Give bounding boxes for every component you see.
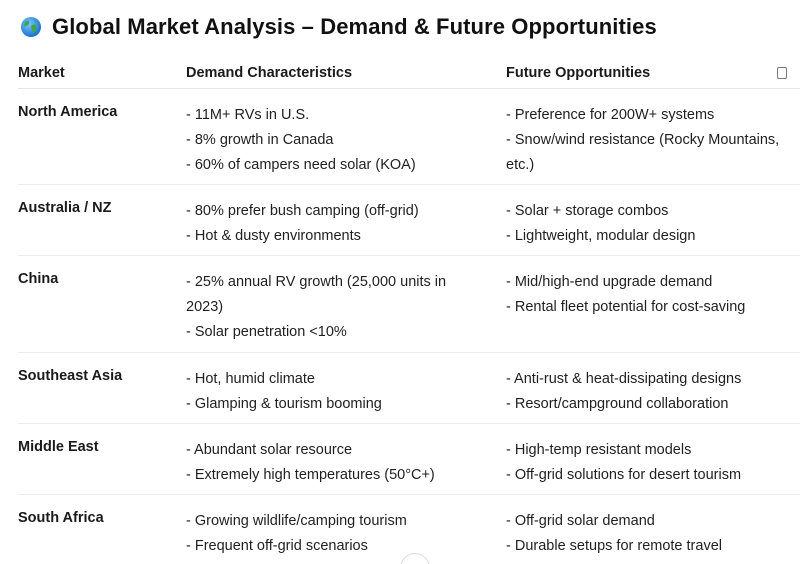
opportunity-line: - Off-grid solar demand xyxy=(506,513,655,529)
title-row: Global Market Analysis – Demand & Future… xyxy=(20,14,657,40)
table-row: Middle East - Abundant solar resource - … xyxy=(18,424,800,495)
demand-line: - 80% prefer bush camping (off-grid) xyxy=(186,203,419,219)
market-name: North America xyxy=(18,104,118,120)
opportunity-line: - High-temp resistant models xyxy=(506,442,692,458)
opportunity-line: - Durable setups for remote travel xyxy=(506,538,722,554)
opportunity-line: - Off-grid solutions for desert tourism xyxy=(506,467,742,483)
demand-line: - Frequent off-grid scenarios xyxy=(186,538,368,554)
opportunity-line: - Mid/high-end upgrade demand xyxy=(506,274,713,290)
demand-line: 2023) xyxy=(186,299,224,315)
opportunities-cell: - Off-grid solar demand - Durable setups… xyxy=(506,509,800,559)
copy-icon[interactable] xyxy=(777,67,787,79)
demand-cell: - Growing wildlife/camping tourism - Fre… xyxy=(186,509,506,559)
market-name: China xyxy=(18,271,59,287)
opportunity-line: etc.) xyxy=(506,157,535,173)
header-market: Market xyxy=(18,65,65,81)
market-table: Market Demand Characteristics Future Opp… xyxy=(18,58,800,564)
demand-cell: - 11M+ RVs in U.S. - 8% growth in Canada… xyxy=(186,103,506,178)
header-future-opportunities: Future Opportunities xyxy=(506,65,651,81)
demand-cell: - Abundant solar resource - Extremely hi… xyxy=(186,438,506,488)
opportunity-line: - Snow/wind resistance (Rocky Mountains, xyxy=(506,132,780,148)
demand-line: - Glamping & tourism booming xyxy=(186,396,382,412)
page-title: Global Market Analysis – Demand & Future… xyxy=(52,14,657,39)
market-name: Australia / NZ xyxy=(18,200,112,216)
globe-icon xyxy=(20,16,42,38)
demand-line: - Abundant solar resource xyxy=(186,442,353,458)
demand-line: - 60% of campers need solar (KOA) xyxy=(186,157,416,173)
opportunity-line: - Lightweight, modular design xyxy=(506,228,696,244)
demand-line: - 25% annual RV growth (25,000 units in xyxy=(186,274,447,290)
table-row: Southeast Asia - Hot, humid climate - Gl… xyxy=(18,353,800,424)
market-name: South Africa xyxy=(18,510,104,526)
opportunity-line: - Resort/campground collaboration xyxy=(506,396,729,412)
demand-cell: - 80% prefer bush camping (off-grid) - H… xyxy=(186,199,506,249)
opportunities-cell: - High-temp resistant models - Off-grid … xyxy=(506,438,800,488)
demand-cell: - Hot, humid climate - Glamping & touris… xyxy=(186,367,506,417)
demand-line: - Extremely high temperatures (50°C+) xyxy=(186,467,435,483)
opportunities-cell: - Mid/high-end upgrade demand - Rental f… xyxy=(506,270,800,320)
opportunity-line: - Rental fleet potential for cost-saving xyxy=(506,299,746,315)
table-row: South Africa - Growing wildlife/camping … xyxy=(18,495,800,564)
opportunities-cell: - Solar + storage combos - Lightweight, … xyxy=(506,199,800,249)
demand-line: - Hot, humid climate xyxy=(186,371,315,387)
demand-line: - 11M+ RVs in U.S. xyxy=(186,107,310,123)
demand-line: - Growing wildlife/camping tourism xyxy=(186,513,407,529)
demand-line: - Hot & dusty environments xyxy=(186,228,361,244)
table-header: Market Demand Characteristics Future Opp… xyxy=(18,58,800,89)
table-row: North America - 11M+ RVs in U.S. - 8% gr… xyxy=(18,89,800,185)
demand-line: - Solar penetration <10% xyxy=(186,324,347,340)
market-name: Southeast Asia xyxy=(18,368,123,384)
opportunity-line: - Anti-rust & heat-dissipating designs xyxy=(506,371,742,387)
header-demand-characteristics: Demand Characteristics xyxy=(186,65,353,81)
demand-line: - 8% growth in Canada xyxy=(186,132,334,148)
market-name: Middle East xyxy=(18,439,99,455)
opportunities-cell: - Anti-rust & heat-dissipating designs -… xyxy=(506,367,800,417)
opportunity-line: - Preference for 200W+ systems xyxy=(506,107,715,123)
table-row: Australia / NZ - 80% prefer bush camping… xyxy=(18,185,800,256)
demand-cell: - 25% annual RV growth (25,000 units in … xyxy=(186,270,506,345)
table-row: China - 25% annual RV growth (25,000 uni… xyxy=(18,256,800,353)
opportunities-cell: - Preference for 200W+ systems - Snow/wi… xyxy=(506,103,800,178)
opportunity-line: - Solar + storage combos xyxy=(506,203,669,219)
